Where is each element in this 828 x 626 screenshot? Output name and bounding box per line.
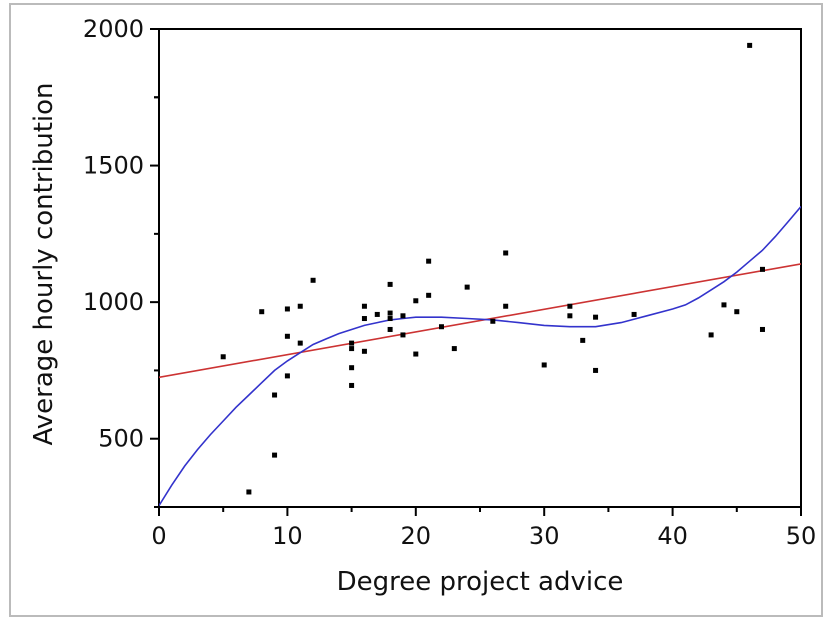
data-point [747,42,753,48]
data-point [708,332,714,338]
linear-fit-line [159,263,801,379]
smooth-fit-curve [159,205,801,507]
x-tick-label: 10 [272,522,303,550]
data-point [759,326,765,332]
y-tick-label: 500 [98,425,144,453]
data-point [387,316,393,322]
data-point [567,313,573,319]
data-point [387,326,393,332]
data-point [284,333,290,339]
outer-frame [9,3,823,617]
data-point [451,346,457,352]
y-axis-title: Average hourly contribution [29,82,59,445]
data-point [593,314,599,320]
data-point [593,367,599,373]
y-tick-label: 1500 [83,152,144,180]
data-point [413,351,419,357]
plot-frame [158,28,802,508]
data-point [490,318,496,324]
data-point [272,452,278,458]
x-tick-label: 40 [657,522,688,550]
data-point [426,292,432,298]
x-tick-label: 50 [786,522,817,550]
data-point [361,303,367,309]
data-point [284,306,290,312]
data-point [297,303,303,309]
x-tick-label: 0 [151,522,166,550]
data-point [361,316,367,322]
data-point [387,310,393,316]
data-point [349,346,355,352]
data-point [297,340,303,346]
x-axis-title: Degree project advice [337,567,624,597]
data-point [503,303,509,309]
data-point [387,281,393,287]
data-point [349,340,355,346]
data-point [438,324,444,330]
data-point [541,362,547,368]
y-tick-label: 1000 [83,288,144,316]
data-point [759,266,765,272]
x-tick-label: 20 [401,522,432,550]
data-point [361,348,367,354]
y-tick-label: 2000 [83,15,144,43]
data-point [580,337,586,343]
data-point [284,373,290,379]
data-point [567,303,573,309]
data-point [400,332,406,338]
data-point [400,313,406,319]
data-point [503,250,509,256]
x-tick-label: 30 [529,522,560,550]
data-point [413,298,419,304]
data-point [734,309,740,315]
data-point [464,284,470,290]
data-point [721,302,727,308]
data-point [246,489,252,495]
data-point [426,258,432,264]
data-point [349,382,355,388]
data-point [220,354,226,360]
data-point [631,311,637,317]
data-point [349,365,355,371]
data-point [272,392,278,398]
data-point [374,311,380,317]
data-point [259,309,265,315]
data-point [310,277,316,283]
